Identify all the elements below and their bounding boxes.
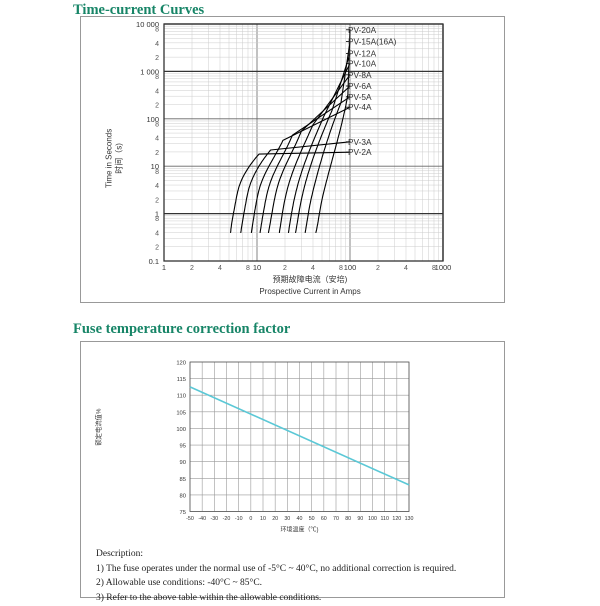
svg-text:-40: -40 (198, 516, 206, 522)
svg-text:2: 2 (155, 245, 159, 252)
svg-text:2: 2 (155, 150, 159, 157)
svg-text:PV-10A: PV-10A (348, 59, 377, 69)
svg-text:4: 4 (155, 88, 159, 95)
svg-text:1000: 1000 (435, 263, 452, 272)
svg-text:2: 2 (155, 197, 159, 204)
svg-text:PV-20A: PV-20A (348, 25, 377, 35)
svg-text:120: 120 (176, 361, 186, 367)
svg-text:30: 30 (284, 516, 290, 522)
svg-text:0.1: 0.1 (149, 257, 159, 266)
svg-text:10: 10 (253, 263, 261, 272)
svg-text:4: 4 (155, 183, 159, 190)
svg-text:40: 40 (297, 516, 303, 522)
svg-text:50: 50 (309, 516, 315, 522)
svg-text:2: 2 (190, 265, 194, 272)
svg-text:8: 8 (155, 216, 159, 223)
svg-text:4: 4 (218, 265, 222, 272)
svg-text:-10: -10 (235, 516, 243, 522)
svg-text:75: 75 (180, 510, 186, 516)
svg-text:115: 115 (177, 377, 186, 383)
svg-text:PV-4A: PV-4A (348, 102, 372, 112)
svg-text:105: 105 (176, 410, 186, 416)
svg-text:-20: -20 (223, 516, 231, 522)
svg-text:PV-15A(16A): PV-15A(16A) (348, 37, 397, 47)
svg-text:10: 10 (260, 516, 266, 522)
svg-text:85: 85 (180, 477, 186, 483)
svg-text:4: 4 (155, 41, 159, 48)
svg-text:PV-3A: PV-3A (348, 137, 372, 147)
svg-text:-30: -30 (210, 516, 218, 522)
svg-text:8: 8 (155, 121, 159, 128)
svg-text:20: 20 (272, 516, 278, 522)
svg-text:130: 130 (405, 516, 414, 522)
svg-text:80: 80 (345, 516, 351, 522)
svg-text:100: 100 (344, 263, 357, 272)
svg-text:60: 60 (321, 516, 327, 522)
svg-text:70: 70 (333, 516, 339, 522)
svg-text:环境温度（℃): 环境温度（℃) (281, 526, 319, 534)
svg-text:2: 2 (376, 265, 380, 272)
svg-text:PV-12A: PV-12A (348, 49, 377, 59)
svg-text:100: 100 (176, 427, 186, 433)
svg-text:8: 8 (155, 27, 159, 34)
svg-text:8: 8 (155, 169, 159, 176)
svg-text:8: 8 (432, 265, 436, 272)
svg-text:8: 8 (155, 74, 159, 81)
svg-text:120: 120 (392, 516, 401, 522)
svg-text:2: 2 (155, 103, 159, 110)
svg-text:-50: -50 (186, 516, 194, 522)
svg-text:2: 2 (283, 265, 287, 272)
svg-text:4: 4 (404, 265, 408, 272)
svg-text:110: 110 (380, 516, 388, 522)
svg-text:2: 2 (155, 55, 159, 62)
svg-text:8: 8 (246, 265, 250, 272)
svg-text:1: 1 (162, 263, 166, 272)
svg-text:95: 95 (180, 444, 186, 450)
svg-text:4: 4 (155, 231, 159, 238)
svg-text:4: 4 (155, 136, 159, 143)
svg-text:80: 80 (180, 493, 186, 499)
svg-text:0: 0 (249, 516, 252, 522)
svg-text:110: 110 (177, 394, 186, 400)
svg-text:100: 100 (368, 516, 377, 522)
svg-text:90: 90 (357, 516, 363, 522)
svg-text:90: 90 (180, 460, 186, 466)
svg-text:PV-6A: PV-6A (348, 81, 372, 91)
svg-text:PV-2A: PV-2A (348, 147, 372, 157)
svg-text:PV-8A: PV-8A (348, 70, 372, 80)
svg-text:PV-5A: PV-5A (348, 92, 372, 102)
svg-text:4: 4 (311, 265, 315, 272)
svg-text:8: 8 (339, 265, 343, 272)
